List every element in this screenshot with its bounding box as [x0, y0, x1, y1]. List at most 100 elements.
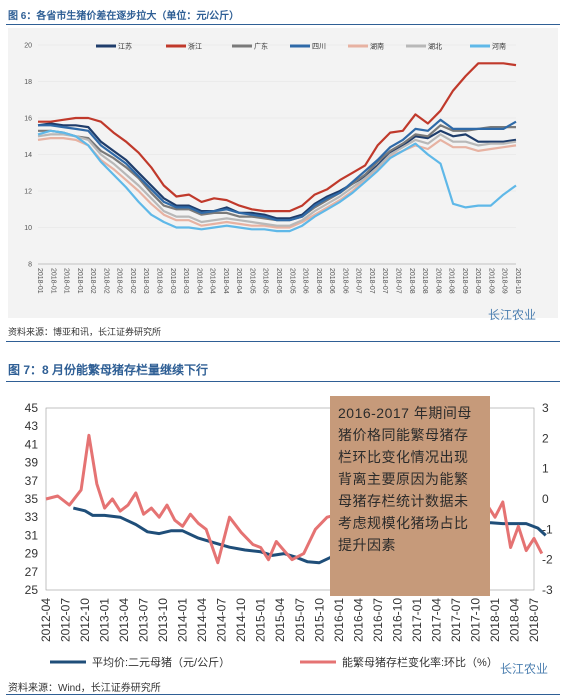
y-tick-label: 18 — [24, 79, 32, 86]
x-tick-label: 2018-10 — [514, 268, 521, 294]
figure-7-title: 图 7：8 月份能繁母猪存栏量继续下行 — [8, 363, 209, 377]
left-y-tick-label: 29 — [25, 547, 39, 561]
x-tick-label: 2018-09 — [461, 268, 468, 294]
x-tick-label: 2018-05 — [288, 268, 295, 294]
x-tick-label: 2018-08 — [421, 268, 428, 294]
left-y-tick-label: 25 — [25, 583, 39, 597]
x-tick-label: 2012-04 — [39, 598, 53, 642]
x-tick-label: 2018-01 — [63, 268, 70, 294]
right-y-tick-label: -1 — [542, 522, 553, 536]
x-tick-label: 2018-01 — [36, 268, 43, 294]
x-tick-label: 2018-08 — [408, 268, 415, 294]
x-tick-label: 2014-04 — [195, 598, 209, 642]
right-y-tick-label: 1 — [542, 462, 549, 476]
x-tick-label: 2017-07 — [449, 598, 463, 642]
x-tick-label: 2016-04 — [351, 598, 365, 642]
x-tick-label: 2016-01 — [332, 598, 346, 642]
right-y-tick-label: 2 — [542, 431, 549, 445]
x-tick-label: 2018-07 — [355, 268, 362, 294]
y-tick-label: 20 — [24, 43, 32, 50]
legend-label: 湖北 — [428, 42, 442, 51]
x-tick-label: 2018-09 — [501, 268, 508, 294]
x-tick-label: 2015-10 — [312, 598, 326, 642]
left-y-tick-label: 39 — [25, 456, 39, 470]
right-y-tick-label: 3 — [542, 401, 549, 415]
x-tick-label: 2013-04 — [117, 598, 131, 642]
x-tick-label: 2018-02 — [116, 268, 123, 294]
series-line-2 — [38, 62, 517, 213]
y-tick-label: 8 — [28, 262, 32, 269]
legend-label: 能繁母猪存栏变化率:环比（%） — [342, 655, 498, 669]
left-y-tick-label: 37 — [25, 474, 39, 488]
x-tick-label: 2016-10 — [390, 598, 404, 642]
left-y-tick-label: 31 — [25, 528, 39, 542]
series-line-5 — [37, 137, 517, 229]
figure-7-title-rule — [6, 381, 560, 382]
x-tick-label: 2014-07 — [215, 598, 229, 642]
series-line-4 — [38, 118, 517, 222]
right-y-tick-label: 0 — [542, 492, 549, 506]
x-tick-label: 2013-10 — [156, 598, 170, 642]
x-tick-label: 2015-04 — [273, 598, 287, 642]
x-tick-label: 2018-01 — [76, 268, 83, 294]
x-tick-label: 2018-06 — [341, 268, 348, 294]
legend-label: 江苏 — [118, 42, 132, 51]
x-tick-label: 2018-07 — [381, 268, 388, 294]
x-tick-label: 2018-05 — [248, 268, 255, 294]
x-tick-label: 2018-02 — [102, 268, 109, 294]
figure-7-watermark: 长江农业 — [500, 662, 549, 676]
legend-label: 平均价:二元母猪（元/公斤） — [92, 656, 230, 669]
figure-7-chart: 25 27 29 31 33 35 37 39 41 43 45 -3 -2 -1 0 1 2 3 2012-04 2… — [25, 401, 553, 669]
figure-7-source: 资料来源：Wind，长江证券研究所 — [8, 683, 161, 694]
left-y-tick-label: 35 — [25, 492, 39, 506]
legend-label: 广东 — [254, 42, 268, 51]
legend-label: 湖南 — [370, 42, 384, 51]
x-tick-label: 2018-01 — [49, 268, 56, 294]
x-tick-label: 2018-09 — [487, 268, 494, 294]
x-tick-label: 2012-10 — [78, 598, 92, 642]
left-y-tick-label: 43 — [25, 419, 39, 433]
figure-7: 图 7：8 月份能繁母猪存栏量继续下行 25 27 29 31 33 35 37 39 41 43… — [0, 344, 566, 698]
figure-6-bottom-rule — [6, 341, 560, 342]
x-tick-label: 2016-07 — [371, 598, 385, 642]
x-tick-label: 2018-01 — [488, 598, 502, 642]
x-tick-label: 2014-01 — [176, 598, 190, 642]
y-tick-label: 12 — [24, 189, 32, 196]
x-tick-label: 2018-06 — [302, 268, 309, 294]
x-tick-label: 2013-01 — [98, 598, 112, 642]
series-line-6 — [37, 133, 517, 227]
x-tick-label: 2018-05 — [262, 268, 269, 294]
x-tick-label: 2012-07 — [59, 598, 73, 642]
series-line-7 — [37, 129, 517, 233]
x-tick-label: 2017-01 — [410, 598, 424, 642]
left-y-tick-label: 45 — [25, 401, 39, 415]
figure-6: 图 6：各省市生猪价差在逐步拉大（单位：元/公斤） 8 10 12 14 16 18 20 2… — [0, 0, 566, 344]
x-tick-label: 2018-03 — [142, 268, 149, 294]
right-y-tick-label: -2 — [542, 553, 553, 567]
figure-6-watermark: 长江农业 — [488, 308, 537, 322]
x-tick-label: 2018-05 — [275, 268, 282, 294]
left-y-tick-label: 27 — [25, 565, 39, 579]
x-tick-label: 2018-04 — [209, 268, 216, 294]
x-tick-label: 2018-07 — [527, 598, 541, 642]
legend-label: 四川 — [312, 43, 326, 51]
left-y-tick-label: 33 — [25, 510, 39, 524]
x-tick-label: 2018-08 — [434, 268, 441, 294]
x-tick-label: 2018-02 — [129, 268, 136, 294]
x-tick-label: 2018-09 — [474, 268, 481, 294]
legend-label: 河南 — [492, 42, 506, 51]
x-tick-label: 2018-07 — [368, 268, 375, 294]
figure-6-chart: 8 10 12 14 16 18 20 2018-01 2018-01 2018-01 2018-0… — [24, 42, 521, 294]
x-tick-label: 2018-04 — [235, 268, 242, 294]
x-tick-label: 2018-08 — [448, 268, 455, 294]
x-tick-label: 2018-06 — [315, 268, 322, 294]
x-tick-label: 2017-04 — [429, 598, 443, 642]
x-tick-label: 2018-04 — [507, 598, 521, 642]
x-tick-label: 2018-03 — [156, 268, 163, 294]
y-tick-label: 16 — [24, 116, 32, 123]
figure-7-annotation-box: 2016-2017 年期间母猪价格同能繁母猪存栏环比变化情况出现背离主要原因为能… — [330, 396, 490, 596]
legend-label: 浙江 — [188, 42, 202, 51]
x-tick-label: 2018-03 — [169, 268, 176, 294]
x-tick-label: 2018-04 — [195, 268, 202, 294]
x-tick-label: 2018-02 — [89, 268, 96, 294]
